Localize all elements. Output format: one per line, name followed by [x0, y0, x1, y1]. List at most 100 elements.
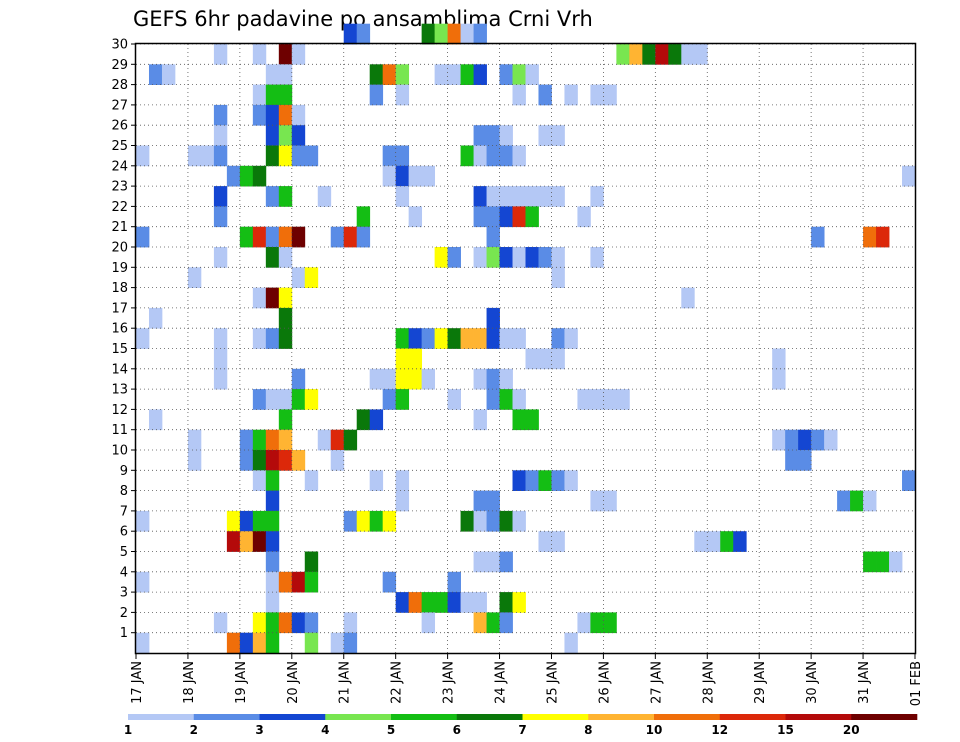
legend-label: 6 — [453, 723, 461, 737]
heatmap-cell — [278, 612, 293, 634]
heatmap-cell — [434, 64, 448, 85]
heatmap-cell — [538, 470, 552, 491]
heatmap-cell — [499, 247, 513, 268]
heatmap-cell — [265, 551, 280, 573]
heatmap-cell — [291, 571, 306, 593]
heatmap-cell — [499, 145, 513, 167]
x-tick-label: 30 JAN — [805, 661, 820, 704]
heatmap-cell — [265, 125, 280, 146]
heatmap-cell — [304, 571, 319, 593]
heatmap-cell — [213, 328, 228, 349]
heatmap-cell — [538, 84, 552, 106]
heatmap-cell — [278, 186, 293, 207]
heatmap-cell — [473, 247, 487, 268]
heatmap-cell — [603, 612, 617, 634]
y-tick-label: 29 — [111, 58, 128, 73]
heatmap-cell — [408, 368, 423, 390]
heatmap-cell — [434, 592, 448, 613]
heatmap-cell — [369, 368, 384, 390]
heatmap-cell — [226, 510, 241, 532]
legend-label: 4 — [321, 723, 329, 737]
heatmap-cell — [382, 368, 397, 390]
heatmap-cell — [265, 84, 280, 106]
heatmap-cell — [629, 44, 643, 65]
heatmap-cell — [434, 23, 448, 45]
y-tick-label: 12 — [111, 403, 128, 418]
heatmap-cell — [486, 206, 500, 228]
heatmap-cell — [811, 429, 825, 451]
heatmap-cell — [252, 226, 267, 248]
heatmap-cell — [200, 145, 215, 167]
heatmap-cell — [707, 531, 721, 552]
heatmap-cell — [278, 389, 293, 410]
x-tick-label: 20 JAN — [286, 661, 301, 704]
heatmap-cell — [395, 64, 410, 85]
heatmap-cell — [421, 592, 436, 613]
y-tick-label: 7 — [120, 504, 128, 519]
heatmap-cell — [136, 632, 150, 654]
heatmap-cell — [408, 592, 423, 613]
heatmap-cell — [863, 551, 877, 573]
heatmap-cell — [421, 165, 436, 187]
heatmap-cell — [564, 632, 578, 654]
legend-swatch — [522, 714, 589, 720]
heatmap-cell — [382, 145, 397, 167]
heatmap-cell — [304, 470, 319, 491]
heatmap-cell — [577, 389, 591, 410]
heatmap-cell — [356, 409, 371, 431]
heatmap-cell — [447, 64, 461, 85]
heatmap-cell — [447, 23, 461, 45]
x-tick-label: 26 JAN — [597, 661, 612, 704]
heatmap-cell — [668, 44, 682, 65]
heatmap-cell — [213, 368, 228, 390]
legend-label: 10 — [646, 723, 663, 737]
heatmap-cell — [538, 348, 552, 370]
heatmap-cell — [226, 531, 241, 552]
heatmap-cell — [265, 592, 280, 613]
x-tick-label: 18 JAN — [182, 661, 197, 704]
heatmap-cell — [733, 531, 747, 552]
x-tick-label: 31 JAN — [857, 661, 872, 704]
heatmap-cell — [538, 125, 552, 146]
heatmap-cell — [136, 145, 150, 167]
legend-label: 3 — [255, 723, 263, 737]
y-tick-label: 3 — [120, 586, 128, 601]
heatmap-cell — [564, 328, 578, 349]
heatmap-cell — [577, 612, 591, 634]
heatmap-cell — [538, 186, 552, 207]
heatmap-cell — [616, 389, 630, 410]
heatmap-cell — [889, 551, 903, 573]
y-tick-label: 17 — [111, 301, 128, 316]
heatmap-cell — [395, 348, 410, 370]
heatmap-cell — [265, 287, 280, 309]
heatmap-cell — [226, 632, 241, 654]
heatmap-cell — [499, 510, 513, 532]
heatmap-cell — [304, 632, 319, 654]
x-tick-label: 27 JAN — [649, 661, 664, 704]
heatmap-cell — [486, 186, 500, 207]
heatmap-cell — [265, 104, 280, 126]
heatmap-cell — [499, 125, 513, 146]
heatmap-cell — [538, 247, 552, 268]
heatmap-cell — [213, 145, 228, 167]
heatmap-cell — [590, 389, 604, 410]
heatmap-cell — [473, 145, 487, 167]
heatmap-cell — [252, 531, 267, 552]
y-tick-label: 9 — [120, 464, 128, 479]
y-tick-label: 20 — [111, 241, 128, 256]
heatmap-cell — [382, 64, 397, 85]
heatmap-cell — [460, 328, 474, 349]
heatmap-cell — [525, 64, 539, 85]
heatmap-cell — [525, 348, 539, 370]
heatmap-cell — [395, 328, 410, 349]
y-tick-label: 6 — [120, 525, 128, 540]
y-tick-label: 28 — [111, 78, 128, 93]
heatmap-cell — [239, 632, 254, 654]
heatmap-cell — [434, 247, 448, 268]
x-tick-label: 25 JAN — [545, 661, 560, 704]
heatmap-cell — [343, 226, 358, 248]
heatmap-cell — [252, 44, 267, 65]
heatmap-cell — [304, 612, 319, 634]
x-tick-label: 17 JAN — [130, 661, 145, 704]
